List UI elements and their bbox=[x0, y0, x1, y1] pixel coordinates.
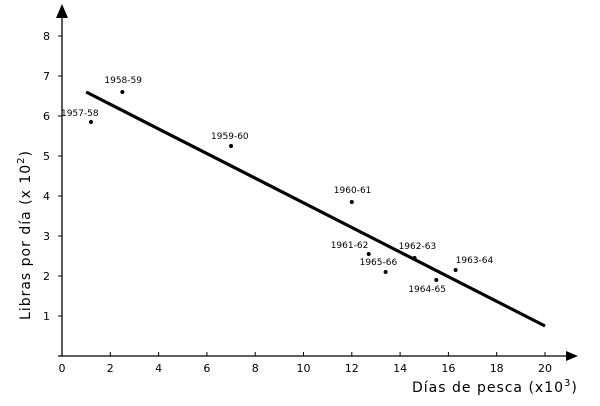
data-point bbox=[120, 90, 125, 94]
data-point bbox=[349, 200, 354, 204]
x-tick-label: 20 bbox=[538, 362, 552, 375]
data-point bbox=[434, 278, 439, 282]
x-tick-label: 14 bbox=[393, 362, 407, 375]
x-tick-label: 18 bbox=[490, 362, 504, 375]
y-tick-label: 6 bbox=[43, 110, 50, 123]
axes bbox=[56, 4, 578, 361]
y-tick-label: 8 bbox=[43, 30, 50, 43]
data-point bbox=[412, 256, 417, 260]
x-tick-label: 12 bbox=[345, 362, 359, 375]
y-tick-label: 3 bbox=[43, 230, 50, 243]
data-point bbox=[366, 252, 371, 256]
data-point bbox=[383, 270, 388, 274]
point-label: 1963-64 bbox=[456, 256, 494, 266]
x-tick-label: 4 bbox=[155, 362, 162, 375]
point-label: 1958-59 bbox=[104, 76, 142, 86]
y-tick-label: 7 bbox=[43, 70, 50, 83]
x-tick-label: 2 bbox=[107, 362, 114, 375]
data-point bbox=[453, 268, 458, 272]
point-label: 1959-60 bbox=[211, 132, 249, 142]
y-tick-label: 1 bbox=[43, 310, 50, 323]
x-tick-label: 0 bbox=[59, 362, 66, 375]
point-label: 1964-65 bbox=[408, 285, 446, 295]
y-tick-label: 2 bbox=[43, 270, 50, 283]
x-tick-label: 10 bbox=[297, 362, 311, 375]
point-label: 1965-66 bbox=[360, 258, 398, 268]
x-tick-label: 8 bbox=[252, 362, 259, 375]
y-tick-label: 5 bbox=[43, 150, 50, 163]
y-axis-label: Libras por día (x 102) bbox=[16, 150, 34, 320]
point-label: 1957-58 bbox=[61, 109, 99, 119]
point-label: 1961-62 bbox=[331, 241, 369, 251]
data-point bbox=[229, 144, 234, 148]
point-label: 1960-61 bbox=[334, 186, 372, 196]
data-point bbox=[88, 120, 93, 124]
x-axis-label: Días de pesca (x103) bbox=[412, 378, 578, 396]
x-tick-label: 16 bbox=[441, 362, 455, 375]
regression-line bbox=[85, 90, 546, 328]
x-axis-arrow bbox=[566, 351, 578, 361]
y-axis-arrow bbox=[56, 4, 68, 18]
point-label: 1962-63 bbox=[399, 242, 437, 252]
x-tick-label: 6 bbox=[203, 362, 210, 375]
y-tick-label: 4 bbox=[43, 190, 50, 203]
